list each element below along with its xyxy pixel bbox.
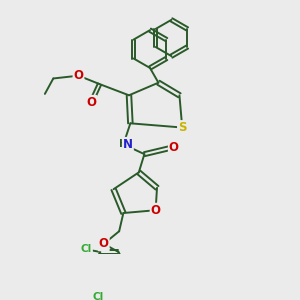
Text: Cl: Cl xyxy=(81,244,92,254)
Text: Cl: Cl xyxy=(92,292,103,300)
Text: O: O xyxy=(74,69,83,82)
Text: O: O xyxy=(151,204,160,217)
Text: O: O xyxy=(86,96,96,109)
Text: N: N xyxy=(123,138,133,151)
Text: S: S xyxy=(178,121,187,134)
Text: H: H xyxy=(119,139,128,149)
Text: O: O xyxy=(169,141,179,154)
Text: O: O xyxy=(99,237,109,250)
